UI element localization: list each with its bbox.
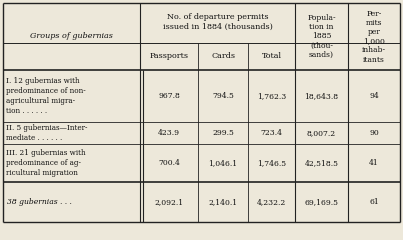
- Text: 2,140.1: 2,140.1: [208, 198, 237, 206]
- Text: 61: 61: [369, 198, 379, 206]
- Text: 1,746.5: 1,746.5: [257, 159, 286, 167]
- Text: 299.5: 299.5: [212, 129, 234, 137]
- Text: 967.8: 967.8: [158, 92, 180, 100]
- Text: Total: Total: [262, 53, 282, 60]
- Text: 4,232.2: 4,232.2: [257, 198, 286, 206]
- Text: 90: 90: [369, 129, 379, 137]
- Text: No. of departure permits
issued in 1884 (thousands): No. of departure permits issued in 1884 …: [162, 13, 272, 30]
- Text: Cards: Cards: [211, 53, 235, 60]
- Text: II. 5 gubernias—Inter-
mediate . . . . . .: II. 5 gubernias—Inter- mediate . . . . .…: [6, 124, 87, 142]
- Text: 42,518.5: 42,518.5: [305, 159, 339, 167]
- Text: 1,046.1: 1,046.1: [208, 159, 237, 167]
- Text: Popula-
tion in
1885
(thou-
sands): Popula- tion in 1885 (thou- sands): [307, 14, 336, 59]
- Text: I. 12 gubernias with
predominance of non-
agricultural migra-
tion . . . . . .: I. 12 gubernias with predominance of non…: [6, 77, 86, 115]
- Text: 94: 94: [369, 92, 379, 100]
- Text: 723.4: 723.4: [260, 129, 283, 137]
- Text: 423.9: 423.9: [158, 129, 180, 137]
- Text: 2,092.1: 2,092.1: [154, 198, 183, 206]
- Text: 38 gubernias . . .: 38 gubernias . . .: [7, 198, 72, 206]
- Text: 794.5: 794.5: [212, 92, 234, 100]
- Text: Passports: Passports: [150, 53, 189, 60]
- Text: 69,169.5: 69,169.5: [305, 198, 339, 206]
- Text: 18,643.8: 18,643.8: [304, 92, 339, 100]
- Text: Groups of gubernias: Groups of gubernias: [30, 32, 113, 41]
- Text: 700.4: 700.4: [158, 159, 180, 167]
- Text: 8,007.2: 8,007.2: [307, 129, 336, 137]
- Text: Per-
mits
per
1,000
inhab-
itants: Per- mits per 1,000 inhab- itants: [362, 10, 386, 64]
- Text: III. 21 gubernias with
predominance of ag-
ricultural migration: III. 21 gubernias with predominance of a…: [6, 149, 85, 177]
- Text: 41: 41: [369, 159, 379, 167]
- Text: 1,762.3: 1,762.3: [257, 92, 286, 100]
